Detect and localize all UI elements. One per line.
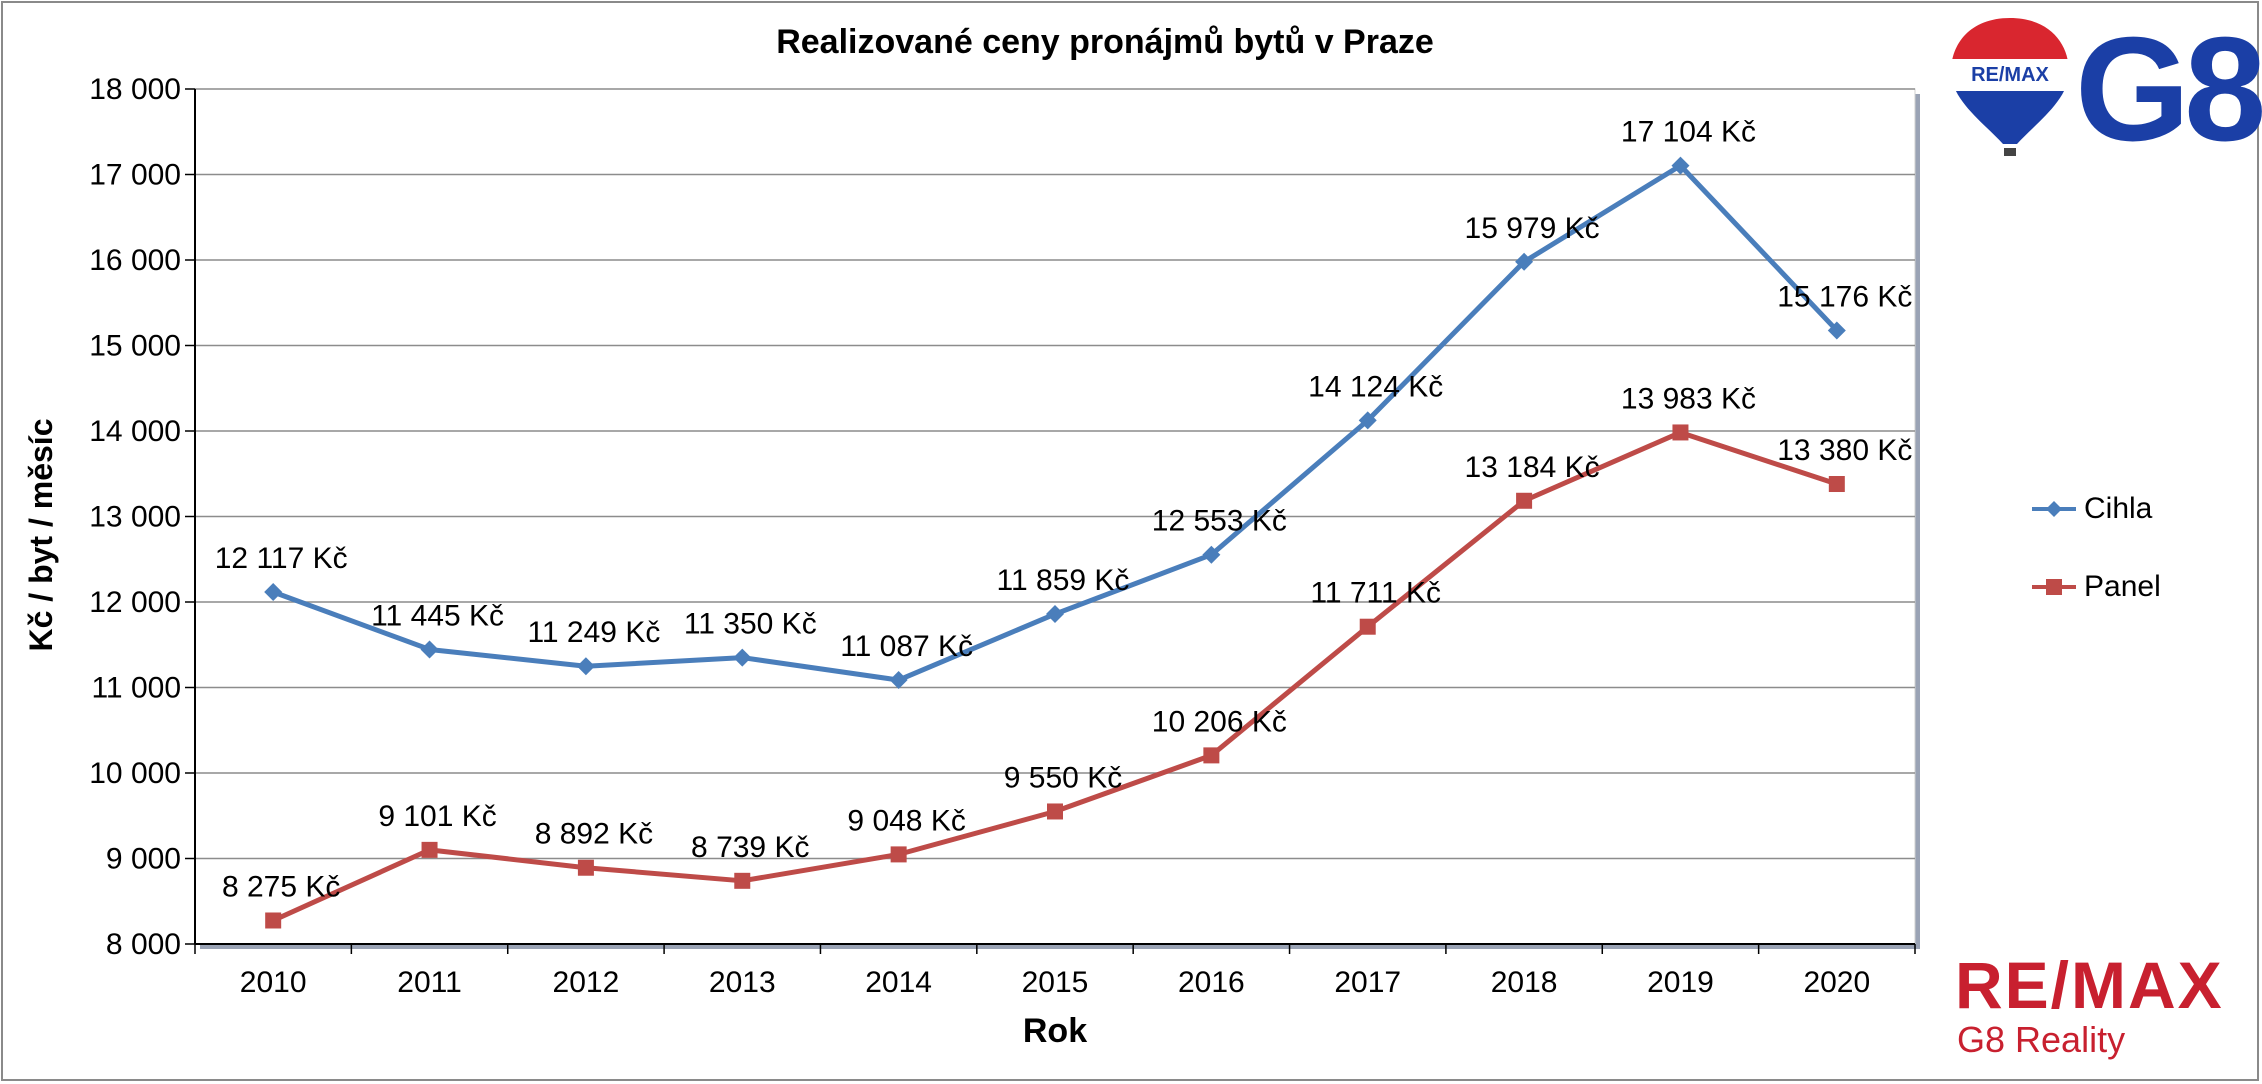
data-label-panel: 13 380 Kč	[1777, 434, 1912, 467]
x-tick-label: 2018	[1491, 966, 1558, 999]
data-label-panel: 9 550 Kč	[1004, 761, 1122, 794]
y-tick-label: 15 000	[89, 330, 181, 363]
data-point-panel	[1203, 747, 1220, 764]
legend-marker-cihla	[2032, 501, 2076, 517]
data-point-cihla	[1202, 545, 1221, 564]
data-label-cihla: 11 087 Kč	[840, 630, 973, 663]
x-tick-label: 2014	[865, 966, 932, 999]
balloon-logo-text: RE/MAX	[1971, 64, 2049, 86]
data-point-panel	[577, 859, 594, 876]
x-axis-label: Rok	[1023, 1012, 1087, 1050]
data-label-panel: 10 206 Kč	[1152, 705, 1287, 738]
data-label-panel: 8 892 Kč	[535, 818, 653, 851]
data-label-panel: 9 101 Kč	[378, 800, 496, 833]
data-label-cihla: 12 117 Kč	[215, 542, 348, 575]
y-axis-label: Kč / byt / měsíc	[23, 419, 59, 652]
data-point-cihla	[420, 640, 439, 659]
y-tick-label: 8 000	[106, 928, 181, 961]
x-tick-label: 2015	[1022, 966, 1089, 999]
x-tick-label: 2012	[553, 966, 620, 999]
data-label-cihla: 11 859 Kč	[997, 564, 1130, 597]
remax-logo: RE/MAX	[1955, 948, 2224, 1022]
x-tick-label: 2011	[397, 966, 462, 999]
data-label-panel: 13 184 Kč	[1465, 451, 1600, 484]
x-tick-label: 2017	[1334, 966, 1401, 999]
data-label-cihla: 15 979 Kč	[1465, 212, 1600, 245]
data-point-cihla	[733, 648, 752, 667]
data-point-cihla	[1358, 411, 1377, 430]
y-tick-label: 10 000	[89, 757, 181, 790]
data-point-panel	[1828, 476, 1845, 493]
x-tick-label: 2013	[709, 966, 776, 999]
x-tick-label: 2020	[1803, 966, 1870, 999]
y-tick-label: 9 000	[106, 843, 181, 876]
data-label-cihla: 14 124 Kč	[1308, 370, 1443, 403]
y-tick-label: 13 000	[89, 501, 181, 534]
g8-logo: G8	[2075, 7, 2262, 172]
remax-balloon-logo: RE/MAX	[1951, 18, 2069, 156]
legend-label-cihla: Cihla	[2084, 492, 2153, 525]
y-tick-label: 18 000	[89, 73, 181, 106]
y-tick-label: 17 000	[89, 159, 181, 192]
data-label-panel: 8 739 Kč	[691, 831, 809, 864]
data-point-cihla	[889, 671, 908, 690]
legend-marker-panel	[2032, 579, 2076, 595]
data-point-cihla	[1515, 252, 1534, 271]
data-point-cihla	[264, 582, 283, 601]
data-label-cihla: 17 104 Kč	[1621, 116, 1756, 149]
legend-item-panel: Panel	[2030, 548, 2161, 626]
g8-reality-text: G8 Reality	[1957, 1019, 2126, 1060]
data-point-cihla	[1046, 605, 1064, 624]
x-tick-label: 2010	[240, 966, 307, 999]
data-label-cihla: 15 176 Kč	[1777, 280, 1912, 313]
data-point-panel	[734, 872, 751, 889]
data-label-panel: 13 983 Kč	[1621, 382, 1756, 415]
y-tick-label: 14 000	[89, 415, 181, 448]
legend-item-cihla: Cihla	[2030, 470, 2161, 548]
data-label-cihla: 11 445 Kč	[371, 599, 504, 632]
data-point-panel	[265, 912, 282, 929]
data-point-panel	[1359, 618, 1376, 635]
x-tick-label: 2016	[1178, 966, 1245, 999]
data-point-panel	[890, 846, 907, 863]
data-label-cihla: 12 553 Kč	[1152, 505, 1287, 538]
data-label-panel: 8 275 Kč	[222, 870, 340, 903]
legend-label-panel: Panel	[2084, 570, 2161, 603]
legend: Cihla Panel	[2030, 470, 2161, 626]
data-point-cihla	[1827, 321, 1846, 340]
data-point-panel	[421, 841, 438, 858]
data-label-panel: 11 711 Kč	[1310, 577, 1441, 610]
y-tick-label: 16 000	[89, 244, 181, 277]
y-tick-label: 11 000	[91, 672, 181, 705]
data-label-cihla: 11 350 Kč	[684, 608, 817, 641]
chart-title: Realizované ceny pronájmů bytů v Praze	[776, 23, 1434, 61]
x-tick-label: 2019	[1647, 966, 1714, 999]
data-label-cihla: 11 249 Kč	[527, 616, 660, 649]
data-point-cihla	[1671, 156, 1690, 175]
data-point-panel	[1672, 424, 1689, 441]
data-label-panel: 9 048 Kč	[847, 804, 965, 837]
data-point-panel	[1516, 492, 1533, 509]
data-point-panel	[1047, 803, 1063, 820]
data-point-cihla	[576, 657, 595, 676]
y-tick-label: 12 000	[89, 586, 181, 619]
